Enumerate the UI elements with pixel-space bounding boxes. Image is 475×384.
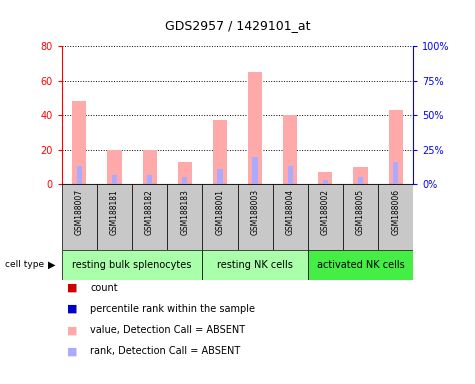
- Bar: [76, 166, 82, 184]
- Bar: [62, 184, 97, 250]
- Bar: [252, 157, 258, 184]
- Text: activated NK cells: activated NK cells: [317, 260, 404, 270]
- Bar: [238, 184, 273, 250]
- Text: GSM188007: GSM188007: [75, 189, 84, 235]
- Bar: [353, 167, 368, 184]
- Text: GSM188002: GSM188002: [321, 189, 330, 235]
- Bar: [213, 121, 227, 184]
- Text: GSM188181: GSM188181: [110, 189, 119, 235]
- Text: cell type: cell type: [5, 260, 44, 270]
- Text: count: count: [90, 283, 118, 293]
- Bar: [389, 110, 403, 184]
- Bar: [308, 184, 343, 250]
- Bar: [378, 184, 413, 250]
- Bar: [393, 162, 399, 184]
- Bar: [217, 169, 223, 184]
- Bar: [97, 184, 132, 250]
- Text: GSM188006: GSM188006: [391, 189, 400, 235]
- Text: GSM188005: GSM188005: [356, 189, 365, 235]
- Text: ■: ■: [66, 283, 77, 293]
- Text: ■: ■: [66, 325, 77, 335]
- Bar: [132, 184, 167, 250]
- Bar: [142, 150, 157, 184]
- Bar: [202, 184, 238, 250]
- Bar: [358, 177, 363, 184]
- Text: GDS2957 / 1429101_at: GDS2957 / 1429101_at: [165, 19, 310, 32]
- Bar: [318, 172, 332, 184]
- Text: GSM188003: GSM188003: [251, 189, 259, 235]
- Bar: [273, 184, 308, 250]
- Bar: [112, 175, 117, 184]
- Text: GSM188182: GSM188182: [145, 189, 154, 235]
- Text: GSM188004: GSM188004: [286, 189, 294, 235]
- Text: value, Detection Call = ABSENT: value, Detection Call = ABSENT: [90, 325, 246, 335]
- Text: ■: ■: [66, 346, 77, 356]
- Text: ▶: ▶: [48, 260, 55, 270]
- Bar: [147, 175, 152, 184]
- Text: resting NK cells: resting NK cells: [217, 260, 293, 270]
- Bar: [308, 250, 413, 280]
- Bar: [287, 166, 293, 184]
- Bar: [343, 184, 378, 250]
- Text: rank, Detection Call = ABSENT: rank, Detection Call = ABSENT: [90, 346, 240, 356]
- Bar: [248, 72, 262, 184]
- Bar: [72, 101, 86, 184]
- Bar: [107, 150, 122, 184]
- Text: ■: ■: [66, 304, 77, 314]
- Bar: [182, 177, 188, 184]
- Text: GSM188183: GSM188183: [180, 189, 189, 235]
- Text: resting bulk splenocytes: resting bulk splenocytes: [72, 260, 192, 270]
- Text: GSM188001: GSM188001: [216, 189, 224, 235]
- Bar: [178, 162, 192, 184]
- Bar: [202, 250, 308, 280]
- Text: percentile rank within the sample: percentile rank within the sample: [90, 304, 255, 314]
- Bar: [167, 184, 202, 250]
- Bar: [283, 115, 297, 184]
- Bar: [62, 250, 202, 280]
- Bar: [323, 180, 328, 184]
